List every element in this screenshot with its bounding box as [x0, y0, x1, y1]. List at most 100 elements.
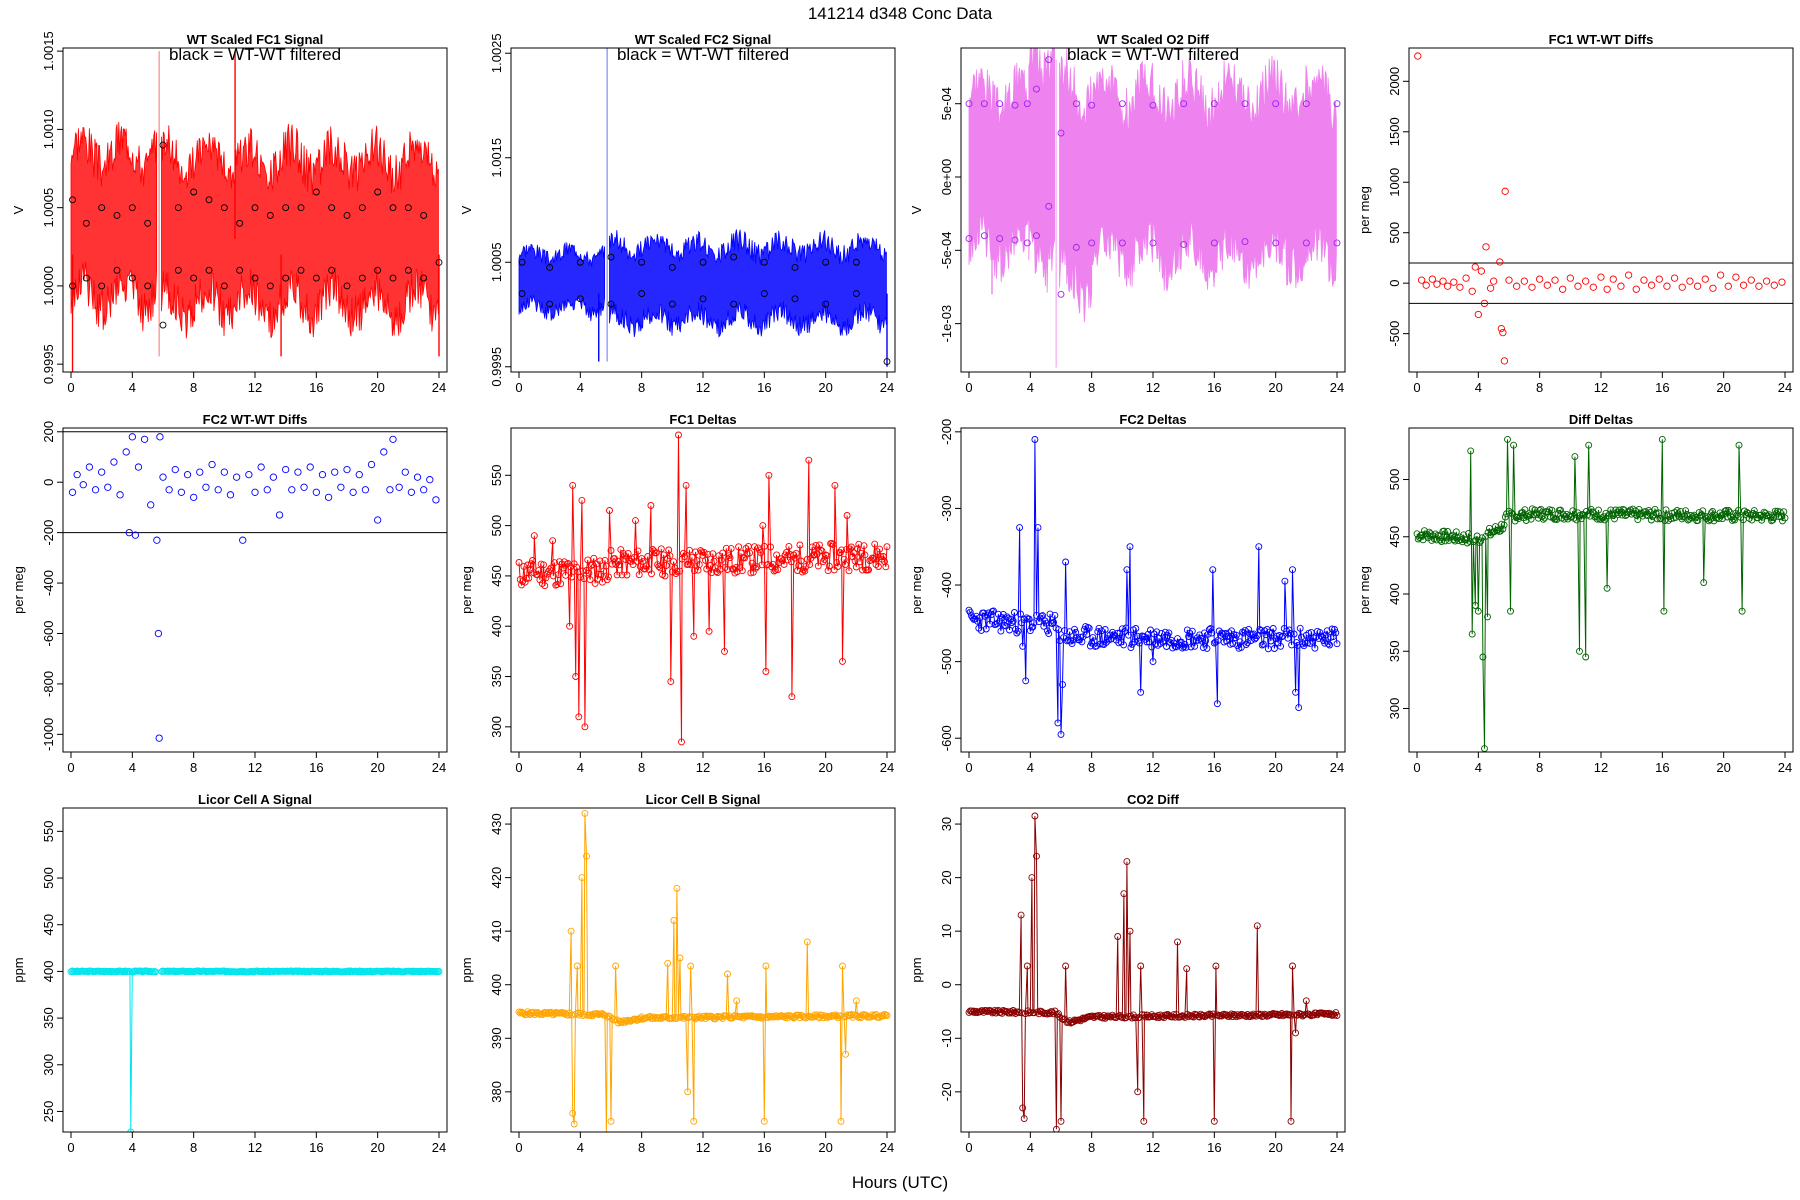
- data-point: [1046, 610, 1054, 618]
- filtered-point: [638, 258, 646, 266]
- data-point: [1025, 1009, 1033, 1017]
- data-point: [536, 576, 544, 584]
- data-point: [679, 549, 687, 557]
- scatter-point: [380, 448, 388, 456]
- data-point: [1450, 536, 1458, 544]
- data-point: [1132, 1014, 1140, 1022]
- data-point: [1634, 516, 1642, 524]
- x-tick-label: 12: [1146, 1140, 1160, 1155]
- filtered-point: [1011, 236, 1019, 244]
- data-point: [1009, 617, 1017, 625]
- data-point: [1085, 624, 1093, 632]
- scatter-point: [401, 468, 409, 476]
- x-tick-label: 0: [515, 760, 522, 775]
- data-point: [865, 566, 873, 574]
- data-point: [1136, 639, 1143, 647]
- data-point: [687, 561, 695, 569]
- data-point: [977, 626, 985, 634]
- data-point: [590, 554, 598, 562]
- data-point: [874, 563, 882, 570]
- data-point: [775, 559, 783, 567]
- y-tick-label: 1.0010: [41, 110, 56, 150]
- data-point: [656, 564, 664, 572]
- scatter-point: [1624, 271, 1633, 279]
- panel-fc1d: FC1 Deltas 0 4 8 12 16 20 24 300 350 400 450 500 550 p…: [459, 412, 896, 775]
- data-point: [557, 580, 565, 588]
- scatter-point: [1456, 283, 1464, 291]
- data-point: [686, 1013, 693, 1021]
- data-point: [693, 557, 701, 565]
- scatter-point: [312, 488, 320, 496]
- data-point: [1101, 626, 1109, 633]
- data-point: [1292, 688, 1300, 696]
- y-axis-label: per meg: [1357, 186, 1372, 234]
- x-tick-label: 8: [638, 1140, 645, 1155]
- data-point: [666, 552, 674, 560]
- filtered-point: [1057, 129, 1065, 137]
- data-point: [817, 546, 825, 554]
- data-point: [1471, 602, 1479, 609]
- data-point: [709, 550, 717, 558]
- panel-title: Licor Cell A Signal: [198, 792, 312, 807]
- data-point: [673, 884, 681, 892]
- x-tick-label: 16: [1655, 760, 1669, 775]
- data-point: [655, 1014, 663, 1022]
- scatter-point: [1701, 275, 1709, 283]
- data-point: [738, 567, 746, 575]
- data-point: [1019, 1104, 1027, 1112]
- data-point: [1501, 513, 1509, 521]
- filtered-point: [435, 258, 443, 266]
- data-point: [1707, 509, 1715, 517]
- x-tick-label: 20: [370, 760, 384, 775]
- data-point: [525, 574, 533, 582]
- data-point: [1212, 962, 1220, 970]
- filtered-point: [980, 232, 988, 240]
- data-point: [690, 1117, 698, 1125]
- data-point: [695, 561, 703, 569]
- scatter-point: [159, 473, 167, 481]
- data-point: [1721, 507, 1729, 515]
- panel-title: FC2 Deltas: [1119, 412, 1186, 427]
- scatter-point: [306, 463, 314, 471]
- data-point: [1205, 626, 1213, 633]
- data-point: [1309, 637, 1316, 645]
- filtered-point: [266, 212, 274, 219]
- data-point: [1003, 613, 1011, 621]
- data-point: [1676, 512, 1683, 520]
- y-tick-label: -500: [1387, 321, 1402, 347]
- data-point: [687, 962, 695, 970]
- x-tick-label: 20: [818, 1140, 832, 1155]
- x-tick-label: 4: [129, 760, 136, 775]
- data-point: [690, 632, 698, 640]
- data-point: [1296, 624, 1304, 632]
- x-tick-label: 16: [1207, 760, 1221, 775]
- data-point: [1183, 965, 1191, 973]
- scatter-point: [1496, 258, 1504, 266]
- data-point: [705, 627, 713, 635]
- y-tick-label: 500: [1387, 469, 1402, 491]
- data-point: [830, 566, 838, 574]
- data-point: [1123, 858, 1131, 866]
- data-point: [881, 558, 888, 566]
- x-tick-label: 4: [1027, 1140, 1034, 1155]
- filtered-point: [607, 300, 615, 308]
- x-tick-label: 4: [1027, 760, 1034, 775]
- scatter-point: [1490, 277, 1498, 285]
- filtered-point: [144, 219, 152, 227]
- scatter-point: [122, 448, 130, 456]
- data-point: [819, 558, 827, 566]
- filtered-point: [144, 282, 152, 290]
- filtered-point: [1180, 100, 1188, 108]
- data-point: [1285, 626, 1293, 634]
- data-point: [808, 543, 816, 551]
- data-point: [1585, 441, 1593, 449]
- filtered-point: [883, 358, 891, 365]
- scatter-point: [1474, 310, 1482, 319]
- filtered-point: [1302, 239, 1310, 247]
- data-point: [676, 567, 684, 575]
- filtered-point: [1241, 100, 1249, 108]
- scatter-point: [85, 463, 94, 471]
- data-point: [876, 545, 884, 553]
- scatter-point: [395, 483, 403, 491]
- scatter-point: [407, 488, 416, 496]
